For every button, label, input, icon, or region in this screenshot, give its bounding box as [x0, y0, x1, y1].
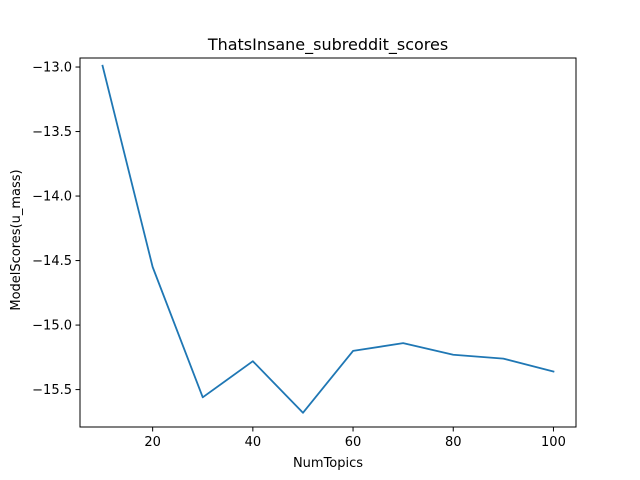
- y-tick-label: −14.0: [32, 190, 72, 205]
- x-axis-title: NumTopics: [293, 456, 363, 471]
- x-tick-label: 80: [445, 435, 462, 450]
- y-tick-label: −15.0: [32, 319, 72, 334]
- chart-title: ThatsInsane_subreddit_scores: [207, 35, 448, 55]
- y-tick-label: −15.5: [32, 383, 72, 398]
- x-tick-label: 20: [144, 435, 161, 450]
- x-tick-label: 100: [541, 435, 566, 450]
- y-tick-label: −13.5: [32, 125, 72, 140]
- y-axis: −13.0 −13.5 −14.0 −14.5 −15.0 −15.5: [32, 61, 80, 398]
- x-tick-label: 40: [245, 435, 262, 450]
- y-tick-label: −14.5: [32, 254, 72, 269]
- axes-frame: [79, 57, 577, 428]
- y-axis-title: ModelScores(u_mass): [9, 169, 24, 310]
- x-tick-label: 60: [345, 435, 362, 450]
- series-line-0: [101, 64, 555, 414]
- y-tick-label: −13.0: [32, 61, 72, 76]
- x-axis: 20 40 60 80 100: [144, 427, 566, 450]
- plot-area: [79, 57, 577, 428]
